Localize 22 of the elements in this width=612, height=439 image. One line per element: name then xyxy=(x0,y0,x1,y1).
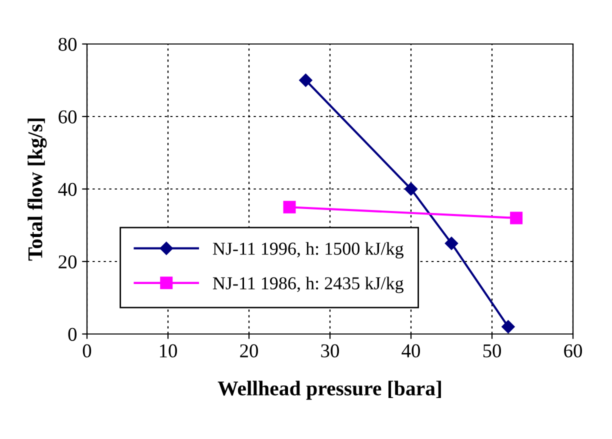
x-tick-label: 40 xyxy=(402,344,420,358)
x-tick-label: 10 xyxy=(160,344,177,358)
x-tick-label: 30 xyxy=(321,344,339,358)
point xyxy=(444,236,458,250)
legend-label: NJ-11 1986, h: 2435 kJ/kg xyxy=(212,276,404,294)
x-tick-label: 0 xyxy=(82,344,92,358)
y-tick-label: 40 xyxy=(58,182,77,196)
x-tick-label: 50 xyxy=(483,344,501,358)
legend-label: NJ-11 1996, h: 1500 kJ/kg xyxy=(212,242,404,259)
point xyxy=(510,212,523,224)
x-tick-label: 60 xyxy=(564,344,582,358)
y-tick-label: 60 xyxy=(58,110,77,124)
point xyxy=(404,182,418,196)
y-tick-label: 20 xyxy=(58,255,77,268)
point xyxy=(502,320,515,334)
y-axis-title: Total flow [kg/s] xyxy=(27,118,47,261)
x-tick-label: 20 xyxy=(240,344,258,358)
y-tick-label: 80 xyxy=(58,38,77,51)
y-tick-label: 0 xyxy=(68,328,77,341)
point xyxy=(283,200,296,214)
point xyxy=(299,74,312,87)
x-axis-title: Wellhead pressure [bara] xyxy=(218,380,441,400)
